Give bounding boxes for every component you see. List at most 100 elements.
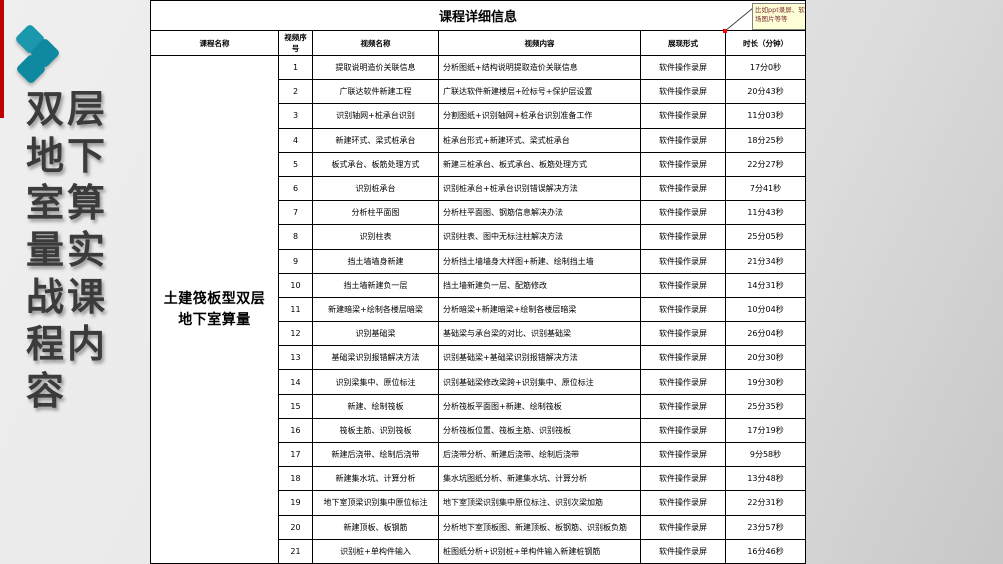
table-row: 9 挡土墙墙身新建 分析挡土墙墙身大样图+新建、绘制挡土墙 软件操作录屏 21分34秒: [151, 248, 807, 274]
cell-form: 软件操作录屏: [640, 54, 726, 81]
cell-name: 识别轴网+桩承台识别: [312, 103, 439, 129]
comment-note-text: 场图片等等: [755, 14, 788, 23]
cell-no: 1: [278, 54, 313, 81]
cell-duration: 17分0秒: [724, 54, 807, 81]
cell-content: 新建三桩承台、板式承台、板筋处理方式: [438, 151, 641, 177]
cell-duration: 17分19秒: [724, 417, 807, 444]
cell-content: 分析挡土墙墙身大样图+新建、绘制挡土墙: [438, 248, 641, 274]
cell-no: 11: [278, 296, 313, 323]
cell-form: 软件操作录屏: [640, 466, 726, 492]
cell-duration: 22分31秒: [724, 490, 807, 516]
cell-no: 3: [278, 103, 313, 129]
course-table-wrap: 课程详细信息 课程名称 视频序号 视频名称 视频内容 展现形式 时长（分钟） 土…: [149, 0, 807, 564]
cell-name: 分析柱平面图: [312, 200, 439, 226]
cell-no: 10: [278, 272, 313, 298]
cell-form: 软件操作录屏: [640, 393, 726, 419]
cell-form: 软件操作录屏: [640, 224, 726, 250]
cell-name: 筏板主筋、识别筏板: [312, 417, 439, 444]
cell-duration: 23分57秒: [724, 514, 807, 540]
comment-note-text: 比如ppt录屏、软件: [755, 6, 805, 14]
cell-name: 识别桩+单构件输入: [312, 538, 439, 564]
cell-form: 软件操作录屏: [640, 79, 726, 105]
table-row: 8 识别柱表 识别柱表、图中无标注柱解决方法 软件操作录屏 25分05秒: [151, 224, 807, 250]
table-row: 5 板式承台、板筋处理方式 新建三桩承台、板式承台、板筋处理方式 软件操作录屏 22分2…: [151, 151, 807, 177]
cell-form: 软件操作录屏: [640, 417, 726, 444]
cell-name: 识别梁集中、原位标注: [312, 369, 439, 395]
cell-name: 提取说明造价关联信息: [312, 54, 439, 81]
cell-no: 5: [278, 151, 313, 177]
table-row: 20 新建顶板、板钢筋 分析地下室顶板图、新建顶板、板钢筋、识别板负筋 软件操作录屏 2…: [151, 514, 807, 540]
cell-content: 集水坑图纸分析、新建集水坑、计算分析: [438, 466, 641, 492]
cell-no: 8: [278, 224, 313, 250]
table-row: 12 识别基础梁 基础梁与承台梁的对比、识别基础梁 软件操作录屏 26分04秒: [151, 321, 807, 347]
table-row: 11 新建暗梁+绘制各楼层暗梁 分析暗梁+新建暗梁+绘制各楼层暗梁 软件操作录屏 10分…: [151, 296, 807, 323]
note-leader-line: [724, 7, 754, 32]
cell-no: 14: [278, 369, 313, 395]
col-header-no: 视频序号: [278, 30, 313, 56]
cell-name: 挡土墙新建负一层: [312, 272, 439, 298]
cell-form: 软件操作录屏: [640, 441, 726, 468]
cell-content: 分析柱平面图、钢筋信息解决办法: [438, 200, 641, 226]
logo: [14, 23, 79, 92]
note-anchor-dot: [723, 29, 727, 33]
cell-duration: 25分05秒: [724, 224, 807, 250]
cell-content: 分割图纸+识别轴网+桩承台识别准备工作: [438, 103, 641, 129]
cell-content: 后浇带分析、新建后浇带、绘制后浇带: [438, 441, 641, 468]
cell-name: 新建集水坑、计算分析: [312, 466, 439, 492]
cell-content: 桩图纸分析+识别桩+单构件输入新建桩钢筋: [438, 538, 641, 564]
cell-form: 软件操作录屏: [640, 175, 726, 202]
cell-duration: 7分41秒: [724, 175, 807, 202]
col-header-course: 课程名称: [150, 30, 279, 56]
table-row: 16 筏板主筋、识别筏板 分析筏板位置、筏板主筋、识别筏板 软件操作录屏 17分19秒: [151, 417, 807, 444]
cell-duration: 9分58秒: [724, 441, 807, 468]
comment-note: 比如ppt录屏、软件 场图片等等: [752, 3, 805, 30]
cell-duration: 11分03秒: [724, 103, 807, 129]
cell-duration: 11分43秒: [724, 200, 807, 226]
cell-form: 软件操作录屏: [640, 103, 726, 129]
cell-content: 广联达软件新建楼层+砼标号+保护层设置: [438, 79, 641, 105]
cell-name: 新建顶板、板钢筋: [312, 514, 439, 540]
cell-no: 13: [278, 345, 313, 371]
cell-duration: 19分30秒: [724, 369, 807, 395]
cell-content: 桩承台形式+新建环式、梁式桩承台: [438, 127, 641, 153]
cell-form: 软件操作录屏: [640, 272, 726, 298]
cell-duration: 25分35秒: [724, 393, 807, 419]
cell-content: 地下室顶梁识别集中原位标注、识别次梁加筋: [438, 490, 641, 516]
table-row: 6 识别桩承台 识别桩承台+桩承台识别错误解决方法 软件操作录屏 7分41秒: [151, 175, 807, 202]
cell-name: 地下室顶梁识别集中原位标注: [312, 490, 439, 516]
col-header-content: 视频内容: [438, 30, 641, 56]
cell-duration: 18分25秒: [724, 127, 807, 153]
cell-no: 2: [278, 79, 313, 105]
table-row: 土建筏板型双层地下室算量 1 提取说明造价关联信息 分析图纸+结构说明提取造价关联信息…: [150, 54, 807, 564]
cell-duration: 26分04秒: [724, 321, 807, 347]
cell-no: 19: [278, 490, 313, 516]
course-name-cell: 土建筏板型双层地下室算量: [150, 55, 279, 564]
col-header-duration: 时长（分钟）: [724, 30, 807, 56]
cell-no: 4: [278, 127, 313, 153]
table-row: 4 新建环式、梁式桩承台 桩承台形式+新建环式、梁式桩承台 软件操作录屏 18分25秒: [151, 127, 807, 153]
course-table: 课程详细信息 课程名称 视频序号 视频名称 视频内容 展现形式 时长（分钟） 土…: [149, 0, 807, 564]
cell-duration: 20分30秒: [724, 345, 807, 371]
table-row: 19 地下室顶梁识别集中原位标注 地下室顶梁识别集中原位标注、识别次梁加筋 软件操作录…: [151, 490, 807, 516]
cell-content: 基础梁与承台梁的对比、识别基础梁: [438, 321, 641, 347]
cell-form: 软件操作录屏: [640, 127, 726, 153]
cell-form: 软件操作录屏: [640, 200, 726, 226]
cell-duration: 13分48秒: [724, 466, 807, 492]
col-header-form: 展现形式: [640, 30, 726, 56]
col-header-name: 视频名称: [312, 30, 439, 56]
cell-form: 软件操作录屏: [640, 538, 726, 564]
cell-no: 18: [278, 466, 313, 492]
cell-form: 软件操作录屏: [640, 514, 726, 540]
cell-name: 识别基础梁: [312, 321, 439, 347]
cell-form: 软件操作录屏: [640, 296, 726, 323]
cell-duration: 22分27秒: [724, 151, 807, 177]
course-table-body: 土建筏板型双层地下室算量 1 提取说明造价关联信息 分析图纸+结构说明提取造价关联信息…: [150, 54, 807, 564]
cell-no: 17: [278, 441, 313, 468]
cell-form: 软件操作录屏: [640, 151, 726, 177]
cell-content: 挡土墙新建负一层、配筋修改: [438, 272, 641, 298]
cell-no: 6: [278, 175, 313, 202]
table-row: 7 分析柱平面图 分析柱平面图、钢筋信息解决办法 软件操作录屏 11分43秒: [151, 200, 807, 226]
table-row: 13 基础梁识别报错解决方法 识别基础梁+基础梁识别报错解决方法 软件操作录屏 20分3…: [151, 345, 807, 371]
cell-content: 分析图纸+结构说明提取造价关联信息: [438, 54, 641, 81]
